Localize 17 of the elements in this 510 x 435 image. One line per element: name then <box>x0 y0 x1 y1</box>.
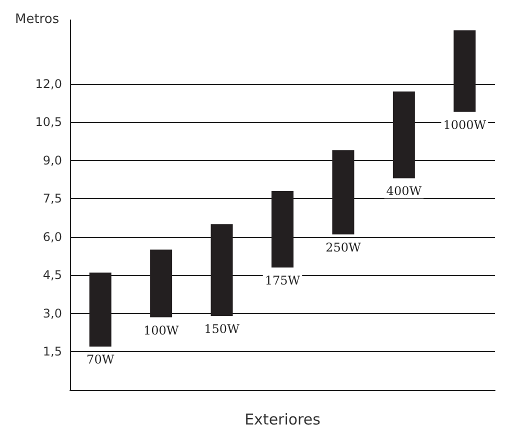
x-tick-label: 250W <box>326 240 362 254</box>
x-tick-label: 400W <box>386 184 422 198</box>
y-tick-label: 4,5 <box>42 268 62 282</box>
x-tick-label: 175W <box>264 274 301 288</box>
y-tick-label: 7,5 <box>42 192 62 206</box>
y-tick-label: 1,5 <box>42 344 62 359</box>
y-tick-label: 6,0 <box>42 230 62 244</box>
x-axis-title: Exteriores <box>244 410 321 428</box>
y-tick-label: 10,5 <box>35 115 62 130</box>
x-tick-label: 100W <box>143 323 180 338</box>
y-axis-title: Metros <box>15 12 60 27</box>
y-tick-label: 12,0 <box>35 76 62 91</box>
x-tick-label: 150W <box>204 322 240 336</box>
x-tick-label: 70W <box>86 352 115 367</box>
y-tick-label: 9,0 <box>42 153 62 168</box>
y-tick-label: 3,0 <box>42 306 62 320</box>
x-tick-label: 1000W <box>443 118 487 132</box>
